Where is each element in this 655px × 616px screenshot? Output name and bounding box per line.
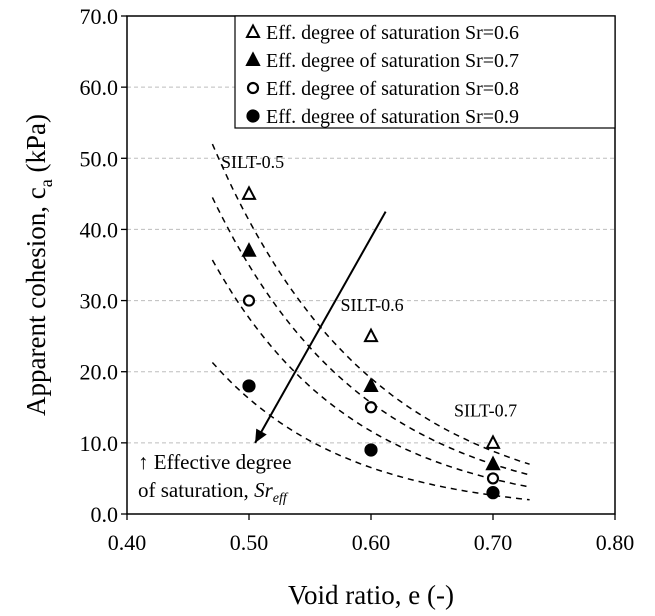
data-point bbox=[363, 377, 379, 392]
data-point bbox=[364, 443, 378, 457]
data-point bbox=[241, 185, 257, 200]
trend-curve bbox=[211, 259, 530, 488]
trend-arrow-head bbox=[255, 428, 267, 443]
legend-marker bbox=[246, 109, 260, 123]
x-tick-label: 0.50 bbox=[230, 530, 269, 555]
data-point bbox=[486, 486, 500, 500]
y-axis-label: Apparent cohesion, ca (kPa) bbox=[21, 114, 56, 416]
x-tick-label: 0.40 bbox=[108, 530, 147, 555]
y-tick-label: 20.0 bbox=[80, 360, 119, 385]
legend-box bbox=[234, 15, 616, 129]
annotations: SILT-0.5 SILT-0.6 SILT-0.7 bbox=[221, 152, 517, 444]
arrow-note-line2: of saturation, Sreff bbox=[138, 478, 289, 506]
y-tick-label: 60.0 bbox=[80, 75, 119, 100]
legend-label: Eff. degree of saturation Sr=0.9 bbox=[266, 106, 519, 128]
silt-label: SILT-0.6 bbox=[341, 295, 404, 315]
data-point bbox=[364, 401, 378, 414]
data-point bbox=[241, 242, 257, 257]
arrow-note-line1: ↑ Effective degree bbox=[138, 450, 292, 474]
data-point bbox=[242, 379, 256, 393]
data-point bbox=[363, 327, 379, 343]
y-tick-label: 30.0 bbox=[80, 289, 119, 314]
y-tick-label: 40.0 bbox=[80, 217, 119, 242]
legend-label: Eff. degree of saturation Sr=0.6 bbox=[266, 22, 519, 44]
x-tick-label: 0.80 bbox=[596, 530, 635, 555]
legend-label: Eff. degree of saturation Sr=0.8 bbox=[266, 78, 519, 100]
y-tick-label: 50.0 bbox=[80, 146, 119, 171]
x-tick-label: 0.60 bbox=[352, 530, 391, 555]
axis-ticks: 0.0 10.0 20.0 30.0 40.0 50.0 60.0 70.0 0.40 0.50 0… bbox=[80, 4, 635, 555]
legend-marker bbox=[245, 51, 261, 66]
legend: Eff. degree of saturation Sr=0.6 Eff. deg… bbox=[234, 15, 616, 129]
silt-label: SILT-0.5 bbox=[221, 152, 284, 172]
data-point bbox=[485, 434, 501, 449]
legend-label: Eff. degree of saturation Sr=0.7 bbox=[266, 50, 519, 72]
x-tick-label: 0.70 bbox=[474, 530, 513, 555]
y-tick-label: 70.0 bbox=[80, 4, 119, 29]
x-axis-label: Void ratio, e (-) bbox=[288, 580, 454, 610]
data-markers bbox=[241, 185, 501, 500]
y-tick-label: 10.0 bbox=[80, 431, 119, 456]
trend-curves bbox=[211, 143, 530, 501]
y-tick-label: 0.0 bbox=[91, 502, 119, 527]
trend-curve bbox=[211, 143, 530, 465]
data-point bbox=[242, 294, 256, 307]
data-point bbox=[485, 455, 501, 471]
trend-curve bbox=[211, 361, 530, 501]
legend-marker bbox=[246, 81, 260, 95]
arrow-note: ↑ Effective degree of saturation, Sreff bbox=[138, 450, 292, 506]
silt-label: SILT-0.7 bbox=[454, 401, 517, 421]
trend-arrow-shaft bbox=[254, 211, 387, 444]
data-point bbox=[486, 472, 500, 485]
legend-marker bbox=[245, 23, 261, 38]
